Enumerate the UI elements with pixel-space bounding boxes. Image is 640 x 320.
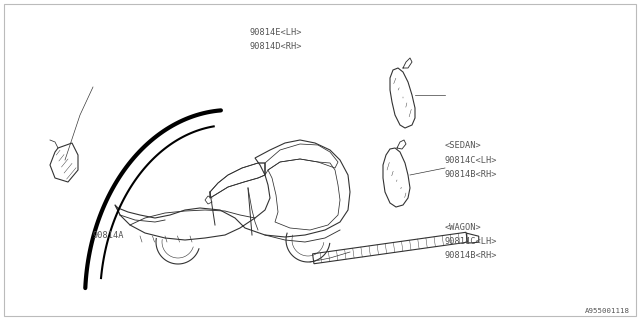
Text: A955001118: A955001118 xyxy=(585,308,630,314)
Text: <SEDAN>: <SEDAN> xyxy=(445,141,481,150)
Text: <WAGON>: <WAGON> xyxy=(445,223,481,232)
Text: 90814B<RH>: 90814B<RH> xyxy=(445,252,497,260)
Text: 90814E<LH>: 90814E<LH> xyxy=(250,28,302,36)
Text: 90814C<LH>: 90814C<LH> xyxy=(445,237,497,246)
Text: 90814A: 90814A xyxy=(93,231,124,240)
Text: 90814D<RH>: 90814D<RH> xyxy=(250,42,302,51)
Text: 90814C<LH>: 90814C<LH> xyxy=(445,156,497,164)
Text: 90814B<RH>: 90814B<RH> xyxy=(445,170,497,179)
